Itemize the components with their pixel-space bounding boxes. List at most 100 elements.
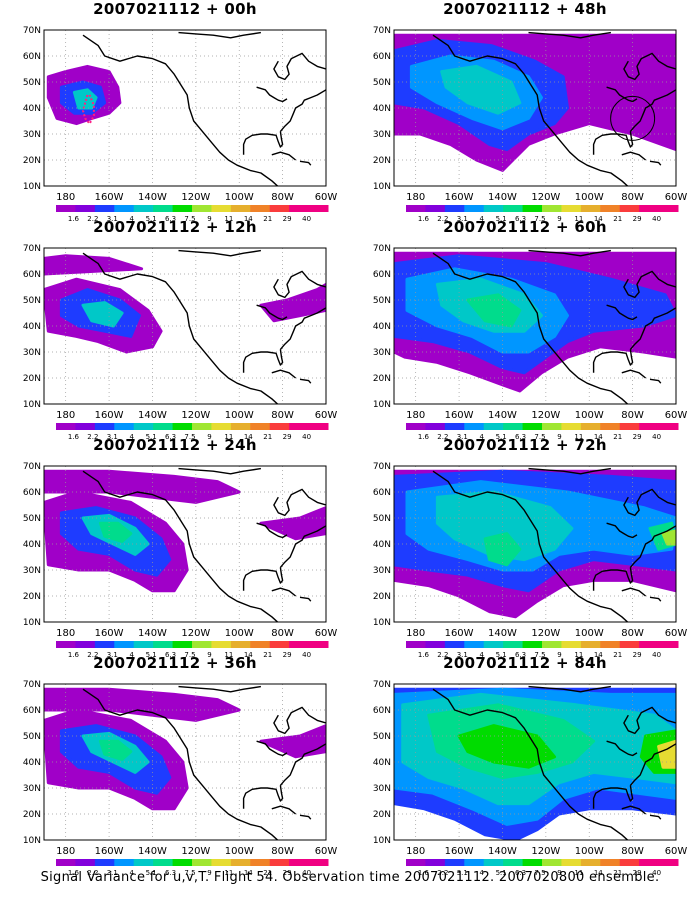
colorbar-swatch bbox=[542, 205, 562, 212]
lon-tick-label: 100W bbox=[575, 192, 604, 203]
colorbar: 1.6 2.2 3.1 4 5.1 6.3 7.5 9 11 14 21 29 40 bbox=[56, 859, 329, 877]
colorbar-swatch bbox=[250, 205, 271, 212]
colorbar: 1.6 2.2 3.1 4 5.1 6.3 7.5 9 11 14 21 29 40 bbox=[406, 423, 679, 441]
lon-tick-label: 80W bbox=[271, 628, 294, 639]
colorbar-swatch bbox=[75, 423, 96, 430]
colorbar-swatch bbox=[658, 205, 679, 212]
lon-tick-label: 140W bbox=[488, 628, 517, 639]
colorbar-swatch bbox=[600, 423, 621, 430]
colorbar-swatch bbox=[561, 423, 582, 430]
colorbar-label: 11 bbox=[574, 215, 583, 223]
variance-contour bbox=[661, 529, 676, 546]
colorbar-swatch bbox=[269, 423, 290, 430]
colorbar-label: 14 bbox=[244, 433, 253, 441]
colorbar-label: 29 bbox=[283, 869, 292, 877]
lon-tick-label: 140W bbox=[138, 628, 167, 639]
colorbar-label: 7.5 bbox=[184, 433, 195, 441]
lon-tick-label: 100W bbox=[575, 846, 604, 857]
colorbar-swatch bbox=[94, 859, 115, 866]
lon-tick-label: 80W bbox=[271, 846, 294, 857]
colorbar-label: 9 bbox=[207, 433, 211, 441]
coastline bbox=[621, 151, 647, 161]
map-frame bbox=[43, 29, 327, 187]
colorbar-label: 40 bbox=[652, 651, 661, 659]
colorbar-swatch bbox=[542, 641, 562, 648]
lon-tick-label: 180 bbox=[406, 192, 425, 203]
colorbar-swatch bbox=[503, 205, 524, 212]
variance-contour bbox=[440, 64, 522, 115]
colorbar-label: 1.6 bbox=[418, 433, 430, 441]
coastline bbox=[299, 160, 312, 166]
lat-tick-label: 50N bbox=[373, 514, 391, 524]
colorbar-label: 6.3 bbox=[165, 215, 176, 223]
lat-tick-label: 40N bbox=[23, 104, 41, 114]
colorbar-label: 14 bbox=[594, 215, 603, 223]
variance-map: 70N 60N 50N 40N 30N 20N 10N 180 160W 140W 120W 100W… bbox=[23, 244, 338, 441]
colorbar-swatch bbox=[114, 423, 135, 430]
coastline bbox=[271, 805, 297, 815]
colorbar-swatch bbox=[658, 859, 679, 866]
colorbar-label: 11 bbox=[574, 433, 583, 441]
lat-tick-label: 60N bbox=[23, 706, 41, 716]
colorbar-label: 4 bbox=[129, 869, 134, 877]
lon-tick-label: 80W bbox=[621, 410, 644, 421]
lat-tick-label: 50N bbox=[373, 78, 391, 88]
lat-tick-label: 70N bbox=[373, 244, 391, 254]
panel-title: 2007021112 + 12h bbox=[93, 218, 257, 236]
colorbar-label: 11 bbox=[224, 215, 233, 223]
coastline bbox=[256, 86, 288, 103]
colorbar-swatch bbox=[561, 641, 582, 648]
lon-tick-label: 100W bbox=[225, 628, 254, 639]
colorbar-swatch bbox=[483, 859, 504, 866]
lat-tick-label: 70N bbox=[23, 462, 41, 472]
lat-tick-label: 10N bbox=[23, 836, 41, 846]
variance-map: 70N 60N 50N 40N 30N 20N 10N 180 160W 140W 120W 100W… bbox=[23, 680, 338, 877]
colorbar-swatch bbox=[561, 205, 582, 212]
coastline bbox=[606, 86, 638, 103]
coastline bbox=[279, 743, 326, 786]
lon-tick-label: 120W bbox=[181, 192, 210, 203]
colorbar-swatch bbox=[94, 205, 115, 212]
lon-tick-label: 180 bbox=[56, 192, 75, 203]
lat-tick-label: 30N bbox=[373, 784, 391, 794]
lat-tick-label: 10N bbox=[373, 618, 391, 628]
colorbar-swatch bbox=[619, 859, 640, 866]
colorbar-swatch bbox=[192, 205, 212, 212]
colorbar-swatch bbox=[425, 205, 446, 212]
colorbar-swatch bbox=[289, 423, 310, 430]
colorbar-label: 29 bbox=[633, 215, 642, 223]
lat-tick-label: 60N bbox=[373, 706, 391, 716]
colorbar-label: 7.5 bbox=[184, 651, 195, 659]
coastline bbox=[242, 785, 284, 809]
lat-tick-label: 10N bbox=[23, 400, 41, 410]
colorbar-label: 4 bbox=[129, 215, 134, 223]
colorbar-label: 40 bbox=[652, 433, 661, 441]
lat-tick-label: 20N bbox=[373, 156, 391, 166]
coastline bbox=[592, 567, 634, 591]
coastline bbox=[256, 304, 288, 321]
colorbar-label: 40 bbox=[302, 869, 311, 877]
coastline bbox=[242, 349, 284, 373]
variance-map: 70N 60N 50N 40N 30N 20N 10N 180 160W 140W 120W 100W… bbox=[373, 462, 688, 659]
colorbar-swatch bbox=[503, 423, 524, 430]
colorbar-label: 3.1 bbox=[107, 215, 118, 223]
map-frame bbox=[43, 465, 327, 623]
colorbar-swatch bbox=[308, 641, 329, 648]
coastline bbox=[649, 814, 662, 820]
lon-tick-label: 60W bbox=[315, 846, 338, 857]
lon-tick-label: 60W bbox=[315, 192, 338, 203]
colorbar-label: 4 bbox=[129, 433, 134, 441]
coastline bbox=[528, 31, 612, 39]
map-area bbox=[44, 466, 326, 622]
colorbar-label: 4 bbox=[479, 215, 484, 223]
coastline bbox=[273, 270, 326, 299]
colorbar-label: 14 bbox=[594, 869, 603, 877]
coastline bbox=[82, 470, 279, 622]
variance-contour bbox=[81, 301, 124, 328]
colorbar-swatch bbox=[211, 205, 232, 212]
colorbar-swatch bbox=[444, 641, 465, 648]
variance-contour bbox=[98, 739, 133, 761]
coastline bbox=[623, 270, 676, 299]
coastline bbox=[242, 567, 284, 591]
colorbar-swatch bbox=[250, 423, 271, 430]
